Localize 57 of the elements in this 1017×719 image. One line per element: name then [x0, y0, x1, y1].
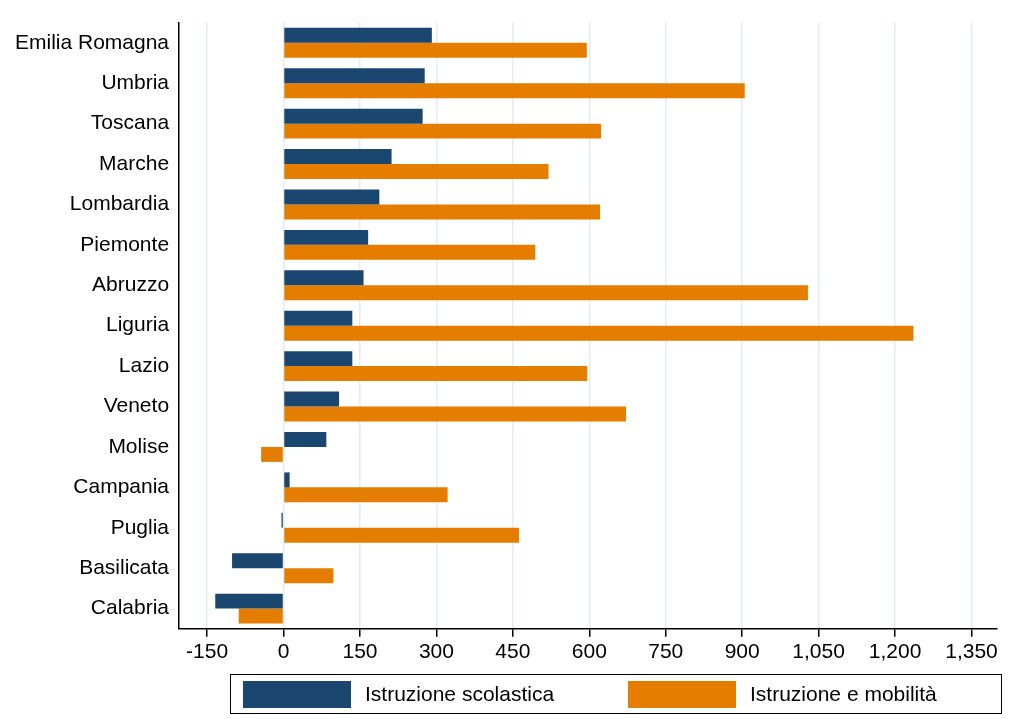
y-tick-label: Veneto: [103, 393, 170, 417]
y-tick-label: Molise: [108, 433, 170, 457]
y-tick-label: Marche: [99, 150, 170, 174]
x-tick-label: 150: [342, 639, 378, 663]
y-tick-label: Toscana: [90, 110, 170, 134]
bar: [284, 270, 364, 286]
y-tick-label: Umbria: [101, 70, 170, 94]
x-tick-label: 900: [724, 639, 760, 663]
y-tick-label: Basilicata: [79, 554, 170, 578]
x-tick-label: 1,350: [945, 639, 998, 663]
y-tick-label: Campania: [73, 474, 170, 498]
bar: [284, 149, 392, 165]
bar: [284, 568, 334, 584]
bar: [284, 310, 353, 326]
bar: [284, 68, 425, 84]
bar: [284, 164, 549, 179]
bar: [284, 244, 536, 260]
bar: [284, 391, 340, 407]
bar: [284, 83, 745, 99]
x-tick-label: 600: [571, 639, 607, 663]
x-tick-label: -150: [186, 639, 229, 663]
x-tick-label: 450: [495, 639, 531, 663]
bar: [215, 593, 283, 609]
y-tick-label: Puglia: [110, 514, 170, 538]
text: Istruzione e mobilità: [750, 682, 937, 706]
bar: [284, 527, 519, 543]
bar: [284, 27, 432, 43]
bar: [284, 204, 601, 220]
bar: [284, 285, 808, 301]
bar: [284, 366, 588, 382]
bar: [284, 325, 914, 341]
y-tick-label: Calabria: [90, 595, 170, 619]
bar: [284, 431, 327, 447]
bar: [284, 472, 290, 488]
x-tick-label: 300: [418, 639, 454, 663]
bar: [232, 553, 283, 569]
bar: [284, 487, 448, 503]
text: Istruzione scolastica: [365, 682, 555, 706]
bar: [238, 608, 283, 624]
y-tick-label: Abruzzo: [92, 272, 170, 296]
x-tick-label: 0: [277, 639, 290, 663]
y-tick-label: Lazio: [118, 352, 170, 376]
x-tick-label: 1,200: [868, 639, 922, 663]
y-tick-label: Liguria: [106, 312, 170, 336]
y-tick-label: Piemonte: [80, 231, 170, 255]
y-tick-label: Emilia Romagna: [14, 29, 170, 53]
bar: [284, 123, 602, 139]
bar: [284, 189, 380, 205]
bar: [284, 108, 423, 124]
y-tick-label: Lombardia: [69, 191, 170, 215]
bar: [284, 351, 353, 367]
bar: [284, 406, 626, 422]
bar: [284, 42, 587, 58]
bar: [261, 446, 283, 462]
x-tick-label: 750: [648, 639, 684, 663]
x-tick-label: 1,050: [792, 639, 845, 663]
bar: [284, 229, 369, 245]
